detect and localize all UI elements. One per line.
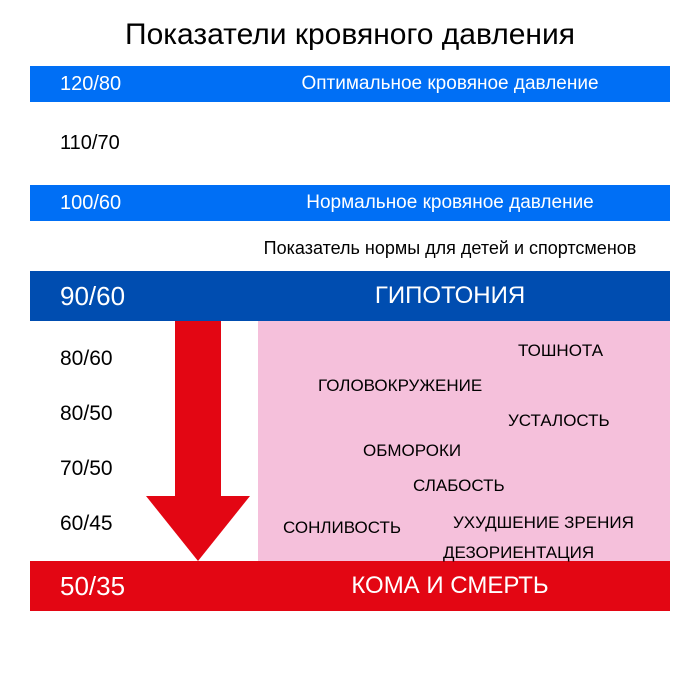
- bar-critical: 50/35 КОМА И СМЕРТЬ: [30, 561, 670, 611]
- row-norm-note: Показатель нормы для детей и спортсменов: [30, 227, 670, 271]
- symptom-label: ГОЛОВОКРУЖЕНИЕ: [318, 376, 482, 396]
- infographic-container: Показатели кровяного давления 120/80 Опт…: [0, 0, 700, 611]
- reading-80-50: 80/50: [60, 402, 138, 426]
- symptom-label: ОБМОРОКИ: [363, 441, 461, 461]
- reading-70-50: 70/50: [60, 457, 138, 481]
- symptom-label: ТОШНОТА: [518, 341, 603, 361]
- symptom-label: ДЕЗОРИЕНТАЦИЯ: [443, 543, 594, 563]
- bar-normal-label: Нормальное кровяное давление: [260, 192, 640, 214]
- reading-80-60: 80/60: [60, 347, 138, 371]
- row-110-70: 110/70: [30, 132, 670, 155]
- arrow-stem: [175, 321, 221, 496]
- bar-critical-label: КОМА И СМЕРТЬ: [260, 572, 640, 600]
- arrow-head: [146, 496, 250, 561]
- spacer: [30, 102, 670, 132]
- bar-normal-reading: 100/60: [60, 192, 260, 215]
- symptom-label: СОНЛИВОСТЬ: [283, 518, 401, 538]
- arrow-down-icon: [138, 321, 258, 561]
- symptom-label: УСТАЛОСТЬ: [508, 411, 610, 431]
- norm-note: Показатель нормы для детей и спортсменов: [260, 238, 640, 260]
- reading-110-70: 110/70: [60, 132, 260, 155]
- bar-normal: 100/60 Нормальное кровяное давление: [30, 185, 670, 221]
- bar-critical-reading: 50/35: [60, 571, 260, 602]
- page-title: Показатели кровяного давления: [30, 0, 670, 66]
- bar-optimal: 120/80 Оптимальное кровяное давление: [30, 66, 670, 102]
- bar-optimal-reading: 120/80: [60, 73, 260, 96]
- reading-60-45: 60/45: [60, 512, 138, 536]
- symptoms-box: ТОШНОТА ГОЛОВОКРУЖЕНИЕ УСТАЛОСТЬ ОБМОРОКИ СЛ…: [258, 321, 670, 561]
- spacer: [30, 155, 670, 185]
- bar-optimal-label: Оптимальное кровяное давление: [260, 73, 640, 95]
- note-110-70: [260, 132, 640, 155]
- symptom-label: СЛАБОСТЬ: [413, 476, 505, 496]
- symptom-label: УХУДШЕНИЕ ЗРЕНИЯ: [453, 513, 634, 533]
- bar-hypotension-reading: 90/60: [60, 281, 260, 312]
- lower-readings-col: 80/60 80/50 70/50 60/45: [30, 321, 138, 561]
- lower-area: 80/60 80/50 70/50 60/45 ТОШНОТА ГОЛОВОКРУ…: [30, 321, 670, 561]
- bar-hypotension-label: ГИПОТОНИЯ: [260, 282, 640, 310]
- bar-hypotension: 90/60 ГИПОТОНИЯ: [30, 271, 670, 321]
